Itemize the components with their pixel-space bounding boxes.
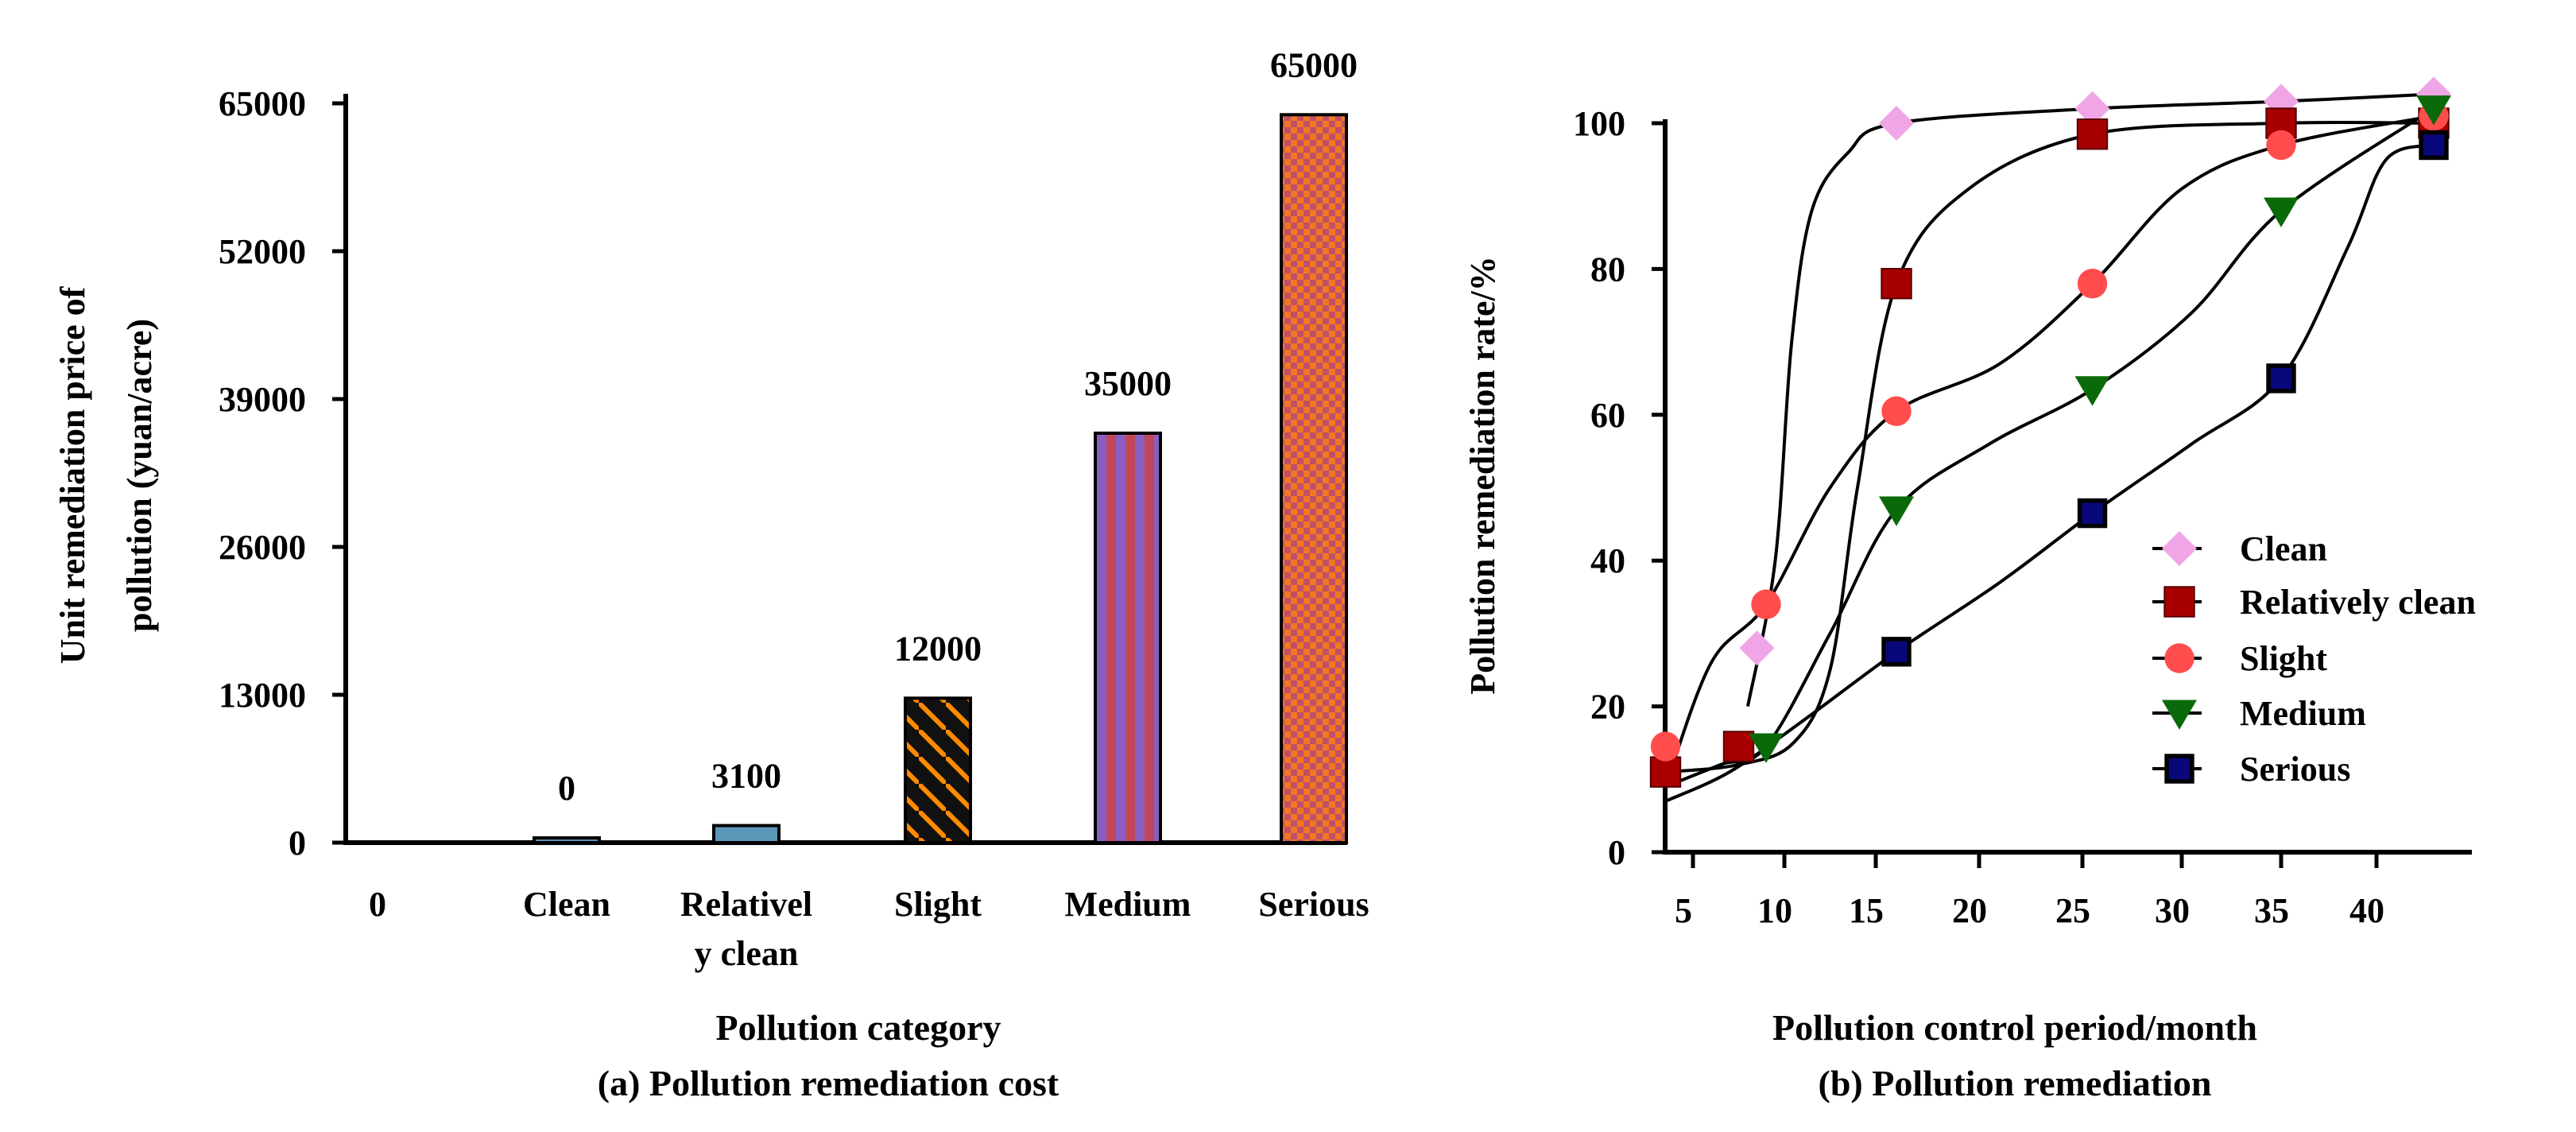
bar-category-labels: Clean Relativel y clean Slight Medium Serious — [523, 885, 1369, 973]
bar-x-axis-label: Pollution category — [716, 1007, 1001, 1048]
marker-slight — [2266, 130, 2296, 161]
line-y-tick-label: 40 — [1590, 541, 1625, 580]
line-x-tick-label: 40 — [2349, 891, 2384, 930]
line-y-tick-label: 100 — [1573, 104, 1625, 143]
marker-serious-fill — [1885, 641, 1908, 663]
marker-clean — [1739, 630, 1775, 666]
line-x-tick-label: 10 — [1757, 891, 1792, 930]
marker-serious-fill — [2168, 758, 2191, 780]
marker-serious — [2077, 498, 2108, 529]
bar-slight — [904, 696, 972, 844]
bar-y-tick-label: 13000 — [219, 676, 306, 715]
line-y-tick-label: 0 — [1608, 833, 1625, 872]
marker-clean — [2074, 91, 2110, 126]
bar-clean — [533, 836, 601, 844]
marker-serious — [2266, 363, 2296, 393]
bar-data-label: 12000 — [894, 629, 982, 668]
marker-serious-fill — [2423, 134, 2445, 156]
marker-relatively-clean — [2076, 118, 2109, 150]
bar-chart-title: (a) Pollution remediation cost — [598, 1063, 1059, 1103]
line-series-clean — [1746, 92, 2435, 707]
legend-label: Serious — [2240, 750, 2350, 789]
marker-clean — [1879, 106, 1914, 141]
bar-data-label: 0 — [558, 769, 575, 808]
bar-data-label: 3100 — [711, 757, 781, 796]
legend-label: Relatively clean — [2240, 583, 2476, 622]
line-markers — [1649, 76, 2451, 788]
bar-y-tick-label: 39000 — [219, 380, 306, 419]
bar-category-label: Slight — [894, 885, 982, 924]
marker-relatively-clean — [1649, 756, 1682, 788]
line-x-tick-label: 20 — [1952, 891, 1987, 930]
line-x-axis-label: Pollution control period/month — [1772, 1007, 2257, 1048]
bar-relatively-clean — [712, 824, 781, 844]
bar-marks — [533, 113, 1348, 845]
marker-clean — [2416, 76, 2451, 112]
marker-medium — [2162, 700, 2197, 730]
line-x-tick-label: 15 — [1849, 891, 1884, 930]
line-chart: 0 20 40 60 80 100 5 10 15 20 25 30 35 40 Clean Relati… — [1463, 76, 2476, 1103]
marker-serious — [1881, 637, 1912, 667]
bar-serious — [1280, 113, 1348, 845]
line-x-tick-label: 5 — [1675, 891, 1692, 930]
bar-chart: 0 13000 26000 39000 52000 65000 0 0 3100 12000 3… — [53, 45, 1369, 1103]
marker-serious-fill — [2270, 367, 2292, 390]
marker-slight — [2077, 269, 2108, 299]
line-x-tick-label: 35 — [2254, 891, 2289, 930]
marker-medium — [2074, 376, 2110, 406]
marker-slight — [1881, 396, 1912, 426]
marker-serious — [2419, 130, 2449, 161]
line-x-tick-label: 25 — [2055, 891, 2090, 930]
marker-serious-fill — [2082, 502, 2103, 524]
bar-chart-y-axis: 0 13000 26000 39000 52000 65000 — [219, 84, 348, 863]
marker-relatively-clean — [1722, 731, 1755, 762]
bar-y-tick-label: 52000 — [219, 232, 306, 271]
line-legend: Clean Relatively clean Slight Medium Serious — [2152, 529, 2476, 789]
marker-slight — [1751, 589, 1781, 619]
marker-medium — [1879, 496, 1914, 526]
marker-slight — [1650, 731, 1681, 762]
marker-medium — [2264, 197, 2299, 227]
bar-data-label: 35000 — [1084, 364, 1172, 403]
bar-y-axis-label-line1: Unit remediation price of — [53, 285, 92, 664]
line-x-ticks: 5 10 15 20 25 30 35 40 — [1675, 852, 2384, 930]
bar-y-tick-label: 26000 — [219, 528, 306, 567]
legend-label: Slight — [2240, 639, 2327, 678]
legend-label: Medium — [2240, 694, 2366, 733]
line-y-axis-label: Pollution remediation rate/% — [1463, 256, 1502, 695]
bar-y-ticks: 0 13000 26000 39000 52000 65000 — [219, 84, 346, 863]
line-series-relatively-clean — [1665, 120, 2435, 774]
line-series-slight — [1664, 114, 2435, 788]
bar-category-label: Clean — [523, 885, 610, 924]
line-series-medium — [1664, 107, 2435, 789]
bar-category-label: Relativel — [680, 885, 812, 924]
bar-data-label: 65000 — [1270, 45, 1358, 84]
marker-medium — [1749, 733, 1784, 763]
bar-category-label: Serious — [1258, 885, 1369, 924]
marker-clean — [2162, 531, 2197, 566]
bar-x-origin-label: 0 — [369, 885, 386, 924]
bar-y-tick-label: 65000 — [219, 84, 306, 123]
marker-slight — [2164, 643, 2194, 673]
line-y-tick-label: 20 — [1590, 688, 1625, 727]
marker-medium — [2416, 95, 2451, 126]
bar-data-labels: 0 3100 12000 35000 65000 — [558, 45, 1358, 808]
line-y-tick-label: 60 — [1590, 396, 1625, 435]
line-chart-title: (b) Pollution remediation — [1819, 1063, 2212, 1103]
line-y-ticks: 0 20 40 60 80 100 — [1573, 104, 1665, 872]
line-x-tick-label: 30 — [2155, 891, 2190, 930]
bar-category-label: Medium — [1065, 885, 1191, 924]
marker-serious — [2164, 754, 2194, 784]
bar-category-label: y clean — [695, 934, 799, 973]
marker-relatively-clean — [2163, 586, 2195, 618]
marker-clean — [2264, 83, 2299, 119]
marker-relatively-clean — [1881, 268, 1912, 300]
bar-y-axis-label-line2: pollution (yuan/acre) — [120, 319, 159, 632]
bar-y-tick-label: 0 — [289, 824, 306, 863]
legend-label: Clean — [2240, 529, 2327, 568]
bar-medium — [1094, 431, 1162, 844]
line-y-tick-label: 80 — [1590, 250, 1625, 289]
